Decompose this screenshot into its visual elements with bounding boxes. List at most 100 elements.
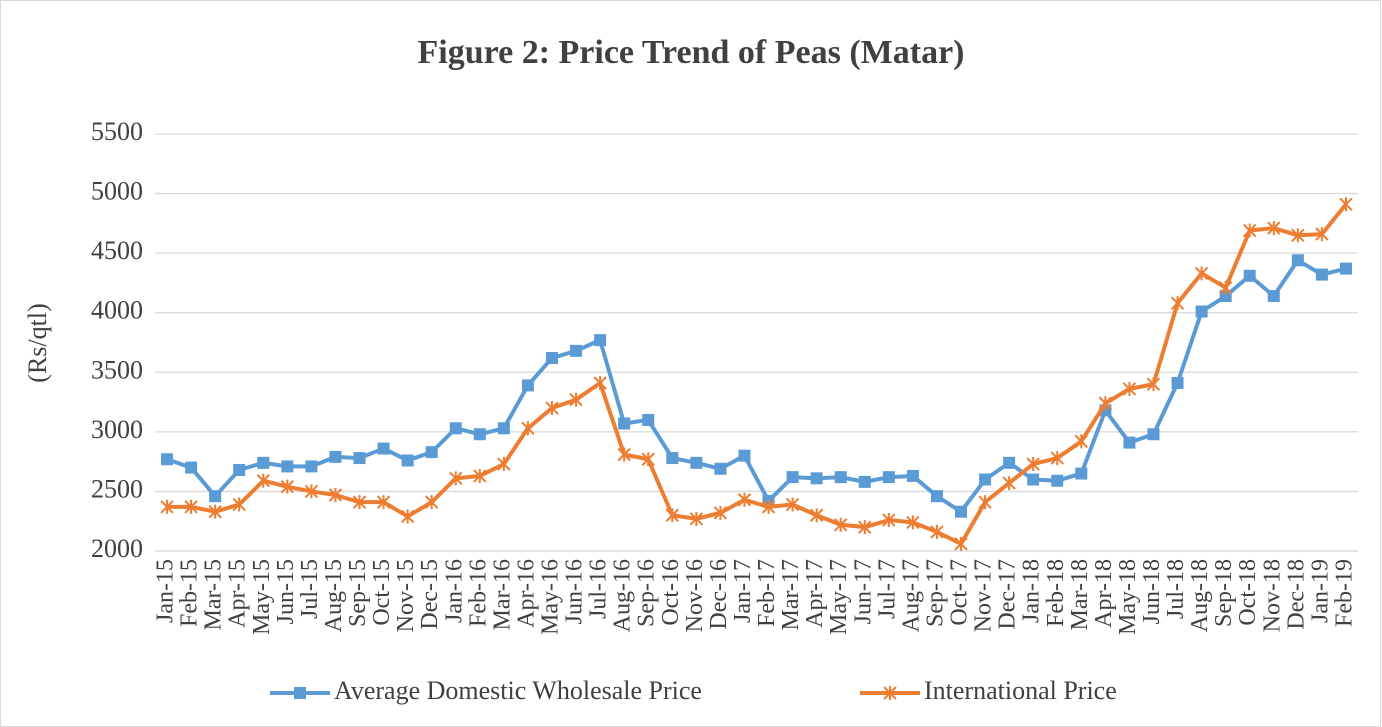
x-tick-label: Jun-15 (273, 559, 299, 624)
marker (160, 499, 174, 514)
x-tick-label: Sep-17 (922, 559, 948, 627)
x-tick-label: Jun-16 (562, 559, 588, 624)
marker (1122, 381, 1137, 396)
x-tick-label: Mar-16 (489, 559, 515, 631)
x-tick-label: Feb-17 (754, 559, 780, 627)
x-tick-label: Jul-15 (297, 559, 323, 619)
marker (305, 460, 318, 473)
marker (1194, 266, 1209, 281)
y-tick-label: 3500 (91, 355, 143, 384)
x-tick-label: Dec-17 (995, 559, 1021, 630)
x-tick-label: Jan-16 (441, 559, 467, 623)
marker (353, 452, 366, 465)
marker (1027, 473, 1040, 486)
x-tick-label: Dec-18 (1283, 559, 1309, 630)
x-tick-label: May-18 (1115, 559, 1141, 635)
x-tick-label: Jan-17 (730, 559, 756, 623)
marker (425, 446, 438, 459)
marker (785, 497, 800, 512)
marker (1171, 377, 1184, 390)
marker (618, 417, 631, 430)
x-tick-label: Nov-16 (682, 559, 708, 632)
marker (329, 450, 342, 463)
marker (570, 344, 583, 357)
y-tick-label: 5500 (91, 117, 143, 146)
marker (761, 499, 776, 514)
marker (882, 471, 895, 484)
x-tick-label: Apr-18 (1091, 559, 1117, 628)
x-tick-label: Jan-19 (1307, 559, 1333, 623)
x-tick-label: Aug-16 (610, 559, 636, 632)
marker (280, 479, 295, 494)
marker (737, 492, 752, 507)
marker (955, 505, 968, 518)
marker (1147, 428, 1160, 441)
marker (1074, 434, 1089, 449)
marker (352, 495, 367, 510)
legend-label: Average Domestic Wholesale Price (334, 676, 702, 705)
x-tick-label: Mar-17 (778, 559, 804, 631)
marker (1315, 268, 1328, 281)
x-tick-label: Dec-16 (706, 559, 732, 630)
marker (1267, 290, 1280, 303)
marker (665, 508, 679, 523)
marker (1218, 280, 1233, 295)
x-tick-label: Feb-15 (177, 559, 203, 627)
x-tick-label: Jan-15 (153, 559, 179, 623)
marker (1170, 296, 1185, 311)
marker (294, 687, 306, 699)
marker (1243, 223, 1257, 238)
y-tick-label: 5000 (91, 177, 143, 206)
legend-label: International Price (924, 676, 1117, 705)
marker (497, 422, 510, 435)
marker (1291, 254, 1304, 267)
marker (1339, 197, 1353, 212)
marker (954, 536, 968, 551)
x-tick-label: Oct-16 (658, 559, 684, 626)
marker (1339, 262, 1352, 275)
marker (738, 449, 751, 462)
marker (232, 497, 246, 512)
marker (858, 520, 872, 535)
marker (690, 456, 703, 469)
x-tick-label: Jan-18 (1019, 559, 1045, 623)
marker (689, 511, 704, 526)
marker (714, 462, 727, 475)
marker (401, 454, 414, 467)
marker (328, 488, 343, 503)
x-tick-label: Feb-18 (1043, 559, 1069, 627)
marker (257, 456, 270, 469)
x-tick-label: Nov-18 (1259, 559, 1285, 632)
y-tick-label: 2000 (91, 534, 143, 563)
x-tick-label: Aug-18 (1187, 559, 1213, 632)
marker (882, 513, 896, 528)
x-tick-label: Nov-15 (393, 559, 419, 632)
marker (449, 471, 463, 486)
x-tick-label: Oct-17 (947, 559, 973, 626)
marker (400, 509, 415, 524)
marker (979, 473, 992, 486)
y-axis-label: (Rs/qtl) (23, 303, 52, 382)
marker (281, 460, 294, 473)
marker (906, 515, 920, 530)
marker (473, 428, 486, 441)
marker (449, 422, 462, 435)
x-tick-label: Apr-15 (225, 559, 251, 628)
x-tick-label: Mar-18 (1067, 559, 1093, 631)
marker (209, 490, 222, 503)
marker (978, 495, 992, 510)
x-tick-label: Sep-15 (345, 559, 371, 627)
x-tick-label: Mar-15 (201, 559, 227, 631)
marker (1075, 467, 1088, 480)
series-line (167, 203, 1348, 546)
x-tick-label: Aug-15 (321, 559, 347, 632)
marker (641, 452, 655, 467)
marker (834, 517, 848, 532)
y-tick-label: 4500 (91, 236, 143, 265)
marker (545, 351, 558, 364)
x-tick-label: Sep-18 (1211, 559, 1237, 627)
marker (930, 490, 943, 503)
x-tick-label: May-16 (537, 559, 563, 635)
x-tick-label: May-15 (249, 559, 275, 635)
marker (185, 461, 198, 474)
